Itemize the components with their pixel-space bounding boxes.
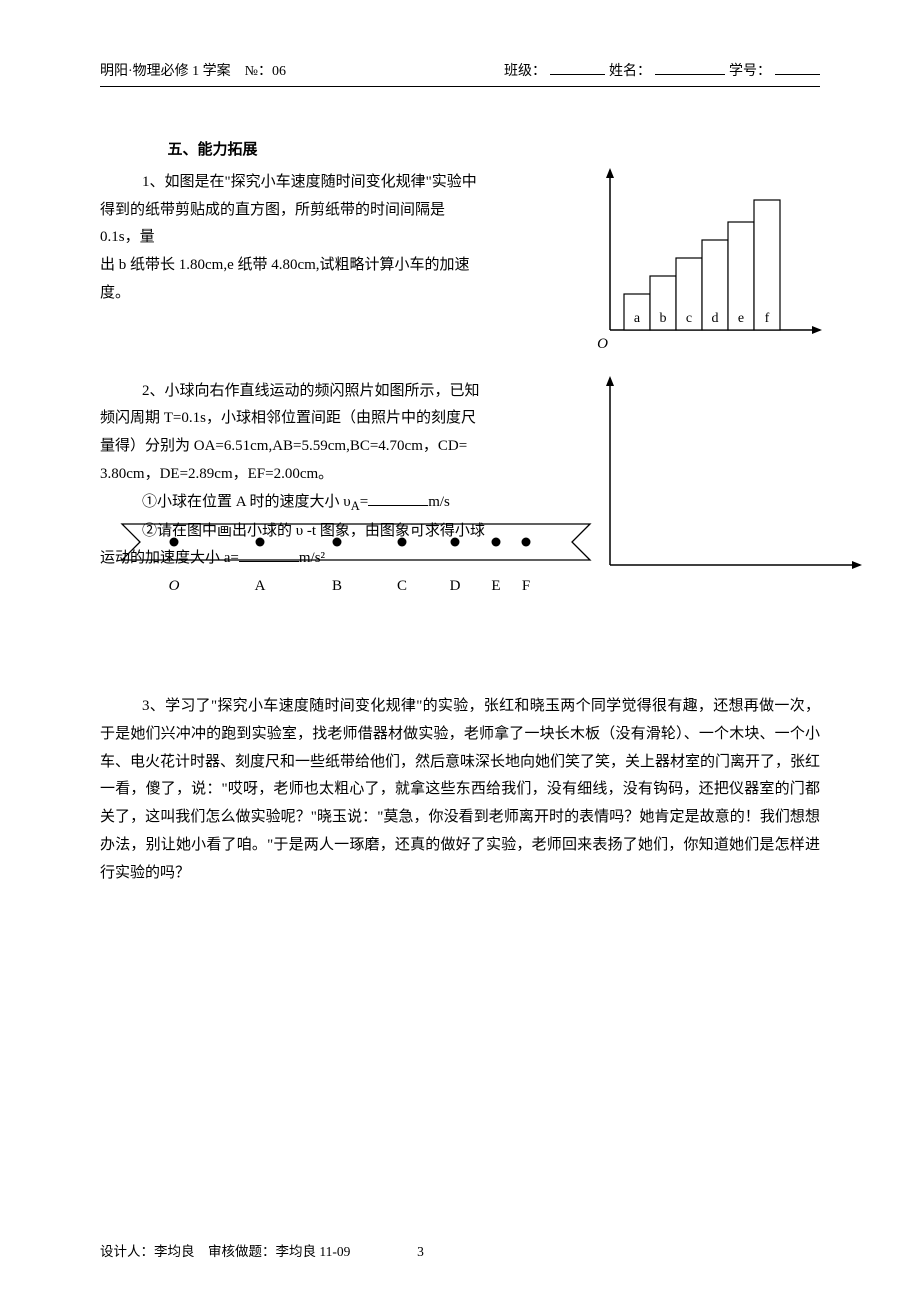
svg-text:E: E [491, 578, 500, 594]
q2-sub1-a: ①小球在位置 A 时的速度大小 υ [142, 494, 351, 510]
q2-sub1-c: m/s [428, 494, 450, 510]
id-label: 学号： [729, 60, 771, 80]
name-blank [655, 61, 725, 75]
bar-chart-svg: a b c d e f O [570, 160, 830, 360]
q2-line3: 量得）分别为 OA=6.51cm,AB=5.59cm,BC=4.70cm，CD= [100, 433, 500, 461]
header-left: 明阳·物理必修 1 学案 №：06 [100, 60, 286, 80]
page-footer: 设计人：李均良 审核做题：李均良 11-09 3 [100, 1240, 424, 1260]
svg-text:e: e [738, 311, 744, 326]
name-label: 姓名： [609, 60, 651, 80]
q1-line1: 1、如图是在"探究小车速度随时间变化规律"实验中 [100, 169, 480, 197]
footer-designer: 设计人：李均良 审核做题：李均良 11-09 [100, 1244, 350, 1259]
svg-text:c: c [686, 311, 692, 326]
q1-line3: 出 b 纸带长 1.80cm,e 纸带 4.80cm,试粗略计算小车的加速度。 [100, 252, 480, 308]
q2-sub1-b: = [360, 494, 368, 510]
svg-text:D: D [450, 578, 461, 594]
q2-sub1-sub: A [351, 499, 360, 513]
svg-text:O: O [597, 336, 608, 352]
q2-line4: 3.80cm，DE=2.89cm，EF=2.00cm。 [100, 461, 500, 489]
class-blank [550, 61, 605, 75]
q2-line2: 频闪周期 T=0.1s，小球相邻位置间距（由照片中的刻度尺 [100, 405, 500, 433]
tape-figure: OABCDEF [120, 512, 610, 602]
tape-svg: OABCDEF [120, 512, 610, 602]
question-3: 3、学习了"探究小车速度随时间变化规律"的实验，张红和晓玉两个同学觉得很有趣，还… [100, 693, 820, 887]
svg-text:B: B [332, 578, 342, 594]
q2-blank1 [368, 492, 428, 506]
class-label: 班级： [504, 60, 546, 80]
svg-text:b: b [660, 311, 667, 326]
vt-axes-svg [590, 370, 870, 580]
svg-text:C: C [397, 578, 407, 594]
header-rule [100, 86, 820, 87]
header-right: 班级： 姓名： 学号： [504, 60, 820, 80]
q2-line1: 2、小球向右作直线运动的频闪照片如图所示，已知 [100, 378, 500, 406]
svg-text:O: O [169, 578, 180, 594]
page-header: 明阳·物理必修 1 学案 №：06 班级： 姓名： 学号： [100, 60, 820, 80]
vt-axes [590, 370, 870, 580]
question-1: 1、如图是在"探究小车速度随时间变化规律"实验中 得到的纸带剪贴成的直方图，所剪… [100, 169, 480, 308]
svg-text:A: A [255, 578, 266, 594]
svg-text:d: d [712, 311, 719, 326]
svg-text:a: a [634, 311, 641, 326]
q1-line2: 得到的纸带剪贴成的直方图，所剪纸带的时间间隔是 0.1s，量 [100, 197, 480, 253]
svg-text:f: f [765, 311, 770, 326]
bar-chart: a b c d e f O [570, 160, 830, 360]
footer-page: 3 [417, 1244, 424, 1259]
id-blank [775, 61, 820, 75]
svg-text:F: F [522, 578, 530, 594]
